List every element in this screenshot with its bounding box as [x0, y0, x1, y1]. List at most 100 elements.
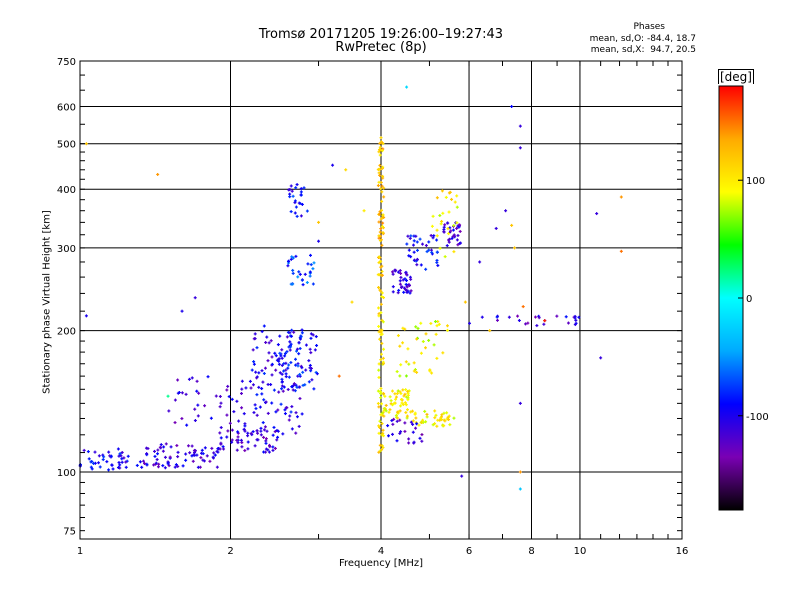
x-tick-label: 4	[378, 546, 384, 557]
data-point	[441, 351, 445, 355]
data-point	[290, 405, 294, 409]
data-point	[447, 232, 451, 236]
data-point	[300, 328, 304, 332]
data-point	[218, 431, 222, 435]
data-point	[304, 343, 308, 347]
data-point	[195, 453, 199, 457]
data-point	[225, 435, 229, 439]
data-point	[310, 378, 314, 382]
data-point	[176, 450, 180, 454]
data-point	[463, 300, 467, 304]
y-tick-label: 300	[57, 244, 76, 255]
data-point	[455, 226, 459, 230]
data-point	[214, 394, 218, 398]
data-point	[87, 457, 91, 461]
data-point	[175, 444, 179, 448]
data-point	[421, 418, 425, 422]
data-point	[240, 406, 244, 410]
data-point	[313, 348, 317, 352]
stats-o-mode: mean, sd,O: -84.4, 18.7	[589, 34, 696, 44]
data-point	[419, 321, 423, 325]
data-point	[413, 258, 417, 262]
data-point	[425, 250, 429, 254]
data-point	[271, 448, 275, 452]
data-point	[452, 228, 456, 232]
data-point	[377, 234, 381, 238]
data-point	[379, 187, 383, 191]
data-point	[431, 214, 435, 218]
data-point	[300, 331, 304, 335]
data-point	[413, 411, 417, 415]
data-point	[435, 356, 439, 360]
data-point	[431, 236, 435, 240]
data-point	[380, 264, 384, 268]
data-point	[201, 452, 205, 456]
data-point	[376, 402, 380, 406]
data-point	[417, 423, 421, 427]
data-point	[377, 368, 381, 372]
data-point	[448, 190, 452, 194]
data-point	[455, 194, 459, 198]
data-point	[309, 253, 313, 257]
data-point	[435, 234, 439, 238]
data-point	[415, 337, 419, 341]
data-point	[381, 231, 385, 235]
data-point	[380, 243, 384, 247]
data-point	[619, 249, 623, 253]
data-point	[380, 402, 384, 406]
data-point	[566, 321, 570, 325]
colorbar: -100 0 100	[718, 85, 769, 511]
data-point	[288, 348, 292, 352]
data-point	[507, 315, 511, 319]
data-point	[84, 314, 88, 318]
data-point	[307, 380, 311, 384]
data-point	[405, 285, 409, 289]
data-point	[262, 435, 266, 439]
data-point	[252, 411, 256, 415]
data-point	[414, 416, 418, 420]
data-point	[283, 412, 287, 416]
data-point	[445, 411, 449, 415]
data-point	[283, 354, 287, 358]
data-point	[180, 391, 184, 395]
data-point	[391, 432, 395, 436]
data-point	[388, 408, 392, 412]
data-point	[219, 442, 223, 446]
data-point	[297, 340, 301, 344]
data-point	[210, 446, 214, 450]
data-point	[218, 447, 222, 451]
data-point	[284, 406, 288, 410]
y-tick-label: 100	[57, 468, 76, 479]
x-axis-label: Frequency [MHz]	[338, 558, 424, 569]
data-point	[410, 409, 414, 413]
data-point	[276, 408, 280, 412]
data-point	[138, 460, 142, 464]
data-point	[407, 437, 411, 441]
data-point	[262, 428, 266, 432]
data-point	[344, 168, 348, 172]
data-point	[396, 334, 400, 338]
data-point	[246, 440, 250, 444]
data-point	[381, 431, 385, 435]
data-point	[309, 336, 313, 340]
data-point	[384, 409, 388, 413]
data-point	[276, 435, 280, 439]
data-point	[295, 349, 299, 353]
colorbar-tick-label: 0	[746, 294, 752, 305]
data-point	[295, 415, 299, 419]
data-point	[405, 288, 409, 292]
data-point	[208, 459, 212, 463]
data-point	[438, 418, 442, 422]
data-point	[267, 450, 271, 454]
data-point	[380, 270, 384, 274]
data-point	[291, 388, 295, 392]
data-point	[409, 234, 413, 238]
data-point	[140, 465, 144, 469]
data-point	[253, 444, 257, 448]
data-point	[270, 401, 274, 405]
data-point	[453, 200, 457, 204]
data-point	[118, 452, 122, 456]
y-tick-label: 200	[57, 327, 76, 338]
data-point	[211, 455, 215, 459]
data-point	[389, 399, 393, 403]
